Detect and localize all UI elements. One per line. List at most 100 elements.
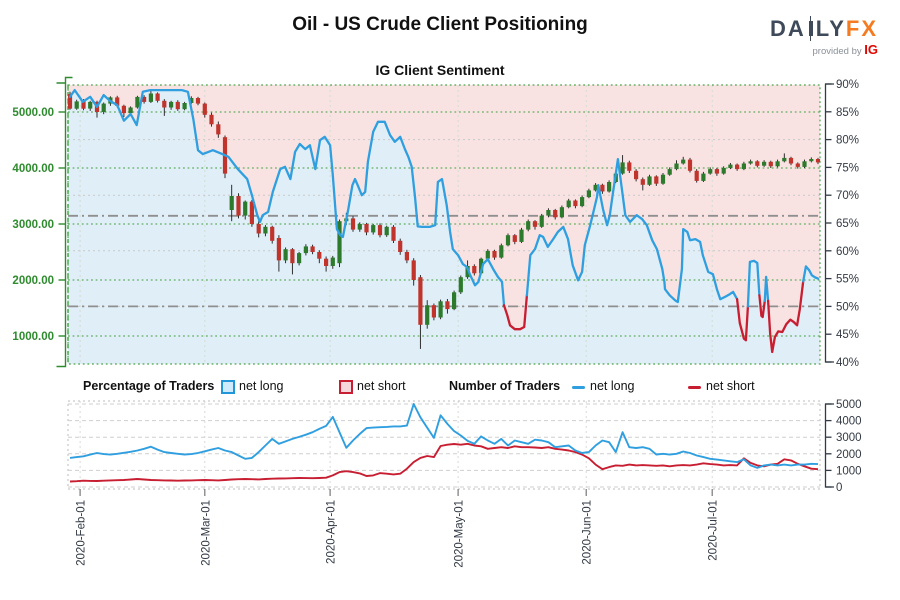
pct-axis-label: 55%	[836, 274, 859, 286]
candle-bullish	[741, 163, 746, 170]
date-label: 2020-Mar-01	[200, 500, 212, 566]
candle-bullish	[721, 168, 726, 174]
candle-bullish	[580, 197, 585, 207]
candle-bearish	[627, 162, 632, 171]
logo-provided-by: provided by IG	[812, 42, 879, 57]
fill-below-sentiment	[68, 90, 820, 364]
candle-bearish	[634, 170, 639, 180]
date-label: 2020-Feb-01	[76, 500, 88, 566]
candle-bullish	[458, 277, 463, 293]
sentiment-line-net-short	[735, 298, 750, 342]
legend-pct-netshort-label: net short	[357, 379, 406, 393]
traders-net-short-line	[69, 442, 819, 483]
candle-bullish	[667, 169, 672, 175]
candle-bullish	[425, 305, 430, 325]
candle-bearish	[202, 103, 207, 115]
count-axis-label: 1000	[836, 465, 862, 477]
price-axis-label: 2000.00	[12, 275, 54, 287]
sentiment-line-net-long	[68, 88, 506, 307]
date-label: 2020-Jun-01	[582, 500, 594, 565]
date-label: 2020-Jul-01	[708, 500, 720, 561]
candle-bearish	[472, 266, 477, 274]
legend-line-netlong-icon	[572, 386, 585, 389]
candle-bullish	[283, 249, 288, 261]
candle-bullish	[263, 226, 268, 234]
legend-row: Percentage of Traders net long net short…	[0, 378, 900, 396]
pct-axis-label: 75%	[836, 162, 859, 174]
candle-bullish	[546, 210, 551, 216]
price-axis-label: 1000.00	[12, 331, 54, 343]
page-title: Oil - US Crude Client Positioning	[292, 14, 588, 35]
count-axis-label: 2000	[836, 449, 862, 461]
candle-bearish	[512, 235, 517, 242]
candle-bullish	[775, 161, 780, 167]
legend-num-netlong-label: net long	[590, 379, 635, 393]
candle-bullish	[148, 93, 153, 102]
candle-bullish	[330, 257, 335, 266]
candle-bearish	[209, 114, 214, 125]
candle-bearish	[216, 124, 221, 135]
candle-bullish	[566, 200, 571, 208]
candle-bearish	[310, 246, 315, 252]
candle-bearish	[175, 101, 180, 110]
candle-bearish	[270, 226, 275, 241]
candle-bearish	[350, 218, 356, 230]
candle-bullish	[182, 103, 187, 110]
candle-bullish	[384, 226, 389, 236]
candle-bullish	[701, 173, 706, 181]
candle-bearish	[121, 105, 126, 114]
bottom-plot-border	[67, 400, 821, 490]
price-axis-bracket	[56, 76, 73, 368]
candle-bullish	[674, 163, 679, 170]
pct-axis-label: 50%	[836, 301, 859, 313]
pct-axis-label: 40%	[836, 357, 859, 369]
candle-bearish	[364, 224, 369, 233]
candle-bullish	[809, 159, 814, 162]
legend-line-netshort-icon	[688, 386, 701, 389]
candle-bullish	[243, 201, 248, 216]
candle-bearish	[67, 94, 73, 109]
candle-bearish	[768, 161, 773, 167]
candle-bearish	[445, 301, 450, 310]
pct-axis-label: 70%	[836, 190, 859, 202]
candle-bullish	[782, 157, 787, 162]
dailyfx-wordmark: DA LYFX	[770, 16, 878, 41]
candle-bullish	[74, 101, 79, 109]
candle-bearish	[236, 196, 241, 216]
candle-bullish	[708, 169, 713, 174]
candle-bearish	[195, 98, 201, 104]
count-axis-label: 4000	[836, 416, 862, 428]
candle-bullish	[135, 96, 140, 108]
candle-bearish	[492, 250, 497, 258]
candle-bullish	[88, 101, 93, 109]
pct-axis-label: 80%	[836, 135, 859, 147]
candle-bullish	[647, 176, 652, 185]
candle-bearish	[115, 97, 120, 106]
candle-bullish	[607, 182, 612, 192]
candle-bearish	[404, 252, 409, 261]
candle-bullish	[762, 161, 767, 166]
candle-bullish	[681, 159, 686, 164]
candle-bearish	[755, 161, 760, 166]
candle-bullish	[620, 162, 625, 174]
candle-bullish	[303, 246, 308, 254]
candle-bullish	[802, 161, 807, 167]
candle-bullish	[438, 301, 443, 318]
legend-netlong-swatch-icon	[221, 380, 235, 394]
ig-logo: IG	[864, 42, 878, 57]
sentiment-line-net-short	[758, 294, 766, 319]
candle-bearish	[290, 249, 295, 264]
candle-bullish	[660, 174, 666, 184]
candle-bearish	[155, 93, 160, 101]
candles-layer	[67, 90, 821, 349]
candle-bearish	[795, 163, 800, 167]
sentiment-line-net-long	[525, 157, 739, 304]
pct-axis-label: 45%	[836, 329, 859, 341]
candle-bullish	[499, 245, 504, 258]
candle-bearish	[431, 305, 436, 318]
sentiment-line-net-short	[502, 294, 529, 331]
candle-bullish	[371, 225, 376, 233]
candle-bearish	[553, 210, 558, 218]
price-axis-label: 5000.00	[12, 107, 54, 119]
